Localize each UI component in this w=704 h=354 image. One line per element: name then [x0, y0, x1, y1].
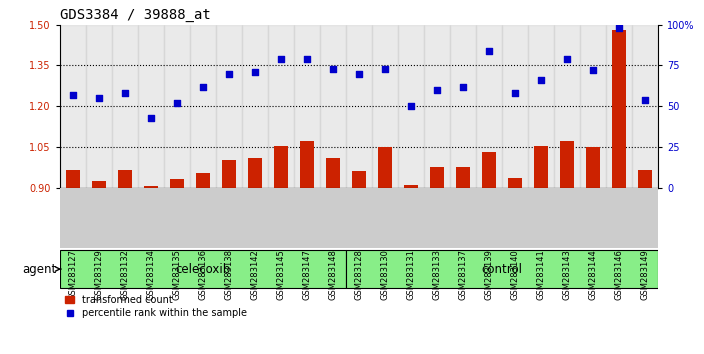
- Bar: [216, 188, 242, 248]
- Bar: [60, 250, 346, 288]
- Bar: [196, 173, 210, 188]
- Bar: [138, 188, 164, 248]
- Bar: [346, 188, 372, 248]
- Bar: [118, 170, 132, 188]
- Point: [119, 90, 130, 96]
- Point: [353, 71, 365, 76]
- Bar: [86, 25, 112, 188]
- Bar: [372, 25, 398, 188]
- Point: [406, 103, 417, 109]
- Point: [536, 77, 547, 83]
- Bar: [424, 188, 450, 248]
- Bar: [450, 188, 476, 248]
- Point: [327, 66, 339, 72]
- Point: [249, 69, 260, 75]
- Bar: [190, 25, 216, 188]
- Bar: [242, 188, 268, 248]
- Bar: [560, 142, 574, 188]
- Bar: [612, 30, 627, 188]
- Bar: [170, 179, 184, 188]
- Point: [301, 56, 313, 62]
- Bar: [508, 178, 522, 188]
- Bar: [86, 188, 112, 248]
- Bar: [352, 171, 366, 188]
- Bar: [404, 185, 418, 188]
- Legend: transformed count, percentile rank within the sample: transformed count, percentile rank withi…: [65, 295, 247, 318]
- Bar: [138, 25, 164, 188]
- Bar: [222, 160, 236, 188]
- Point: [93, 95, 104, 101]
- Bar: [482, 152, 496, 188]
- Bar: [378, 147, 392, 188]
- Bar: [534, 145, 548, 188]
- Bar: [424, 25, 450, 188]
- Bar: [326, 158, 340, 188]
- Point: [379, 66, 391, 72]
- Point: [223, 71, 234, 76]
- Point: [67, 92, 78, 98]
- Bar: [502, 25, 528, 188]
- Point: [640, 97, 651, 103]
- Bar: [300, 142, 314, 188]
- Bar: [248, 158, 262, 188]
- Point: [197, 84, 208, 90]
- Bar: [346, 25, 372, 188]
- Bar: [580, 188, 606, 248]
- Bar: [65, 170, 80, 188]
- Text: GDS3384 / 39888_at: GDS3384 / 39888_at: [60, 8, 210, 22]
- Text: control: control: [482, 263, 522, 275]
- Bar: [320, 25, 346, 188]
- Bar: [456, 167, 470, 188]
- Bar: [274, 145, 288, 188]
- Bar: [476, 188, 502, 248]
- Bar: [502, 188, 528, 248]
- Bar: [528, 188, 554, 248]
- Bar: [216, 25, 242, 188]
- Point: [171, 100, 182, 106]
- Bar: [164, 25, 190, 188]
- Bar: [586, 147, 601, 188]
- Bar: [346, 250, 658, 288]
- Point: [145, 115, 156, 120]
- Point: [484, 48, 495, 54]
- Point: [614, 25, 625, 31]
- Bar: [112, 188, 138, 248]
- Bar: [632, 188, 658, 248]
- Bar: [242, 25, 268, 188]
- Bar: [320, 188, 346, 248]
- Bar: [606, 25, 632, 188]
- Bar: [164, 188, 190, 248]
- Bar: [450, 25, 476, 188]
- Point: [275, 56, 287, 62]
- Bar: [268, 188, 294, 248]
- Bar: [554, 188, 580, 248]
- Bar: [606, 188, 632, 248]
- Bar: [398, 25, 424, 188]
- Text: celecoxib: celecoxib: [175, 263, 231, 275]
- Point: [432, 87, 443, 93]
- Bar: [398, 188, 424, 248]
- Bar: [476, 25, 502, 188]
- Point: [458, 84, 469, 90]
- Bar: [92, 181, 106, 188]
- Bar: [60, 188, 86, 248]
- Bar: [580, 25, 606, 188]
- Bar: [638, 170, 653, 188]
- Bar: [294, 188, 320, 248]
- Bar: [632, 25, 658, 188]
- Bar: [190, 188, 216, 248]
- Bar: [294, 25, 320, 188]
- Point: [588, 68, 599, 73]
- Bar: [554, 25, 580, 188]
- Bar: [60, 25, 86, 188]
- Text: agent: agent: [22, 263, 56, 275]
- Bar: [144, 186, 158, 188]
- Point: [510, 90, 521, 96]
- Bar: [268, 25, 294, 188]
- Point: [562, 56, 573, 62]
- Bar: [430, 167, 444, 188]
- Bar: [528, 25, 554, 188]
- Bar: [372, 188, 398, 248]
- Bar: [112, 25, 138, 188]
